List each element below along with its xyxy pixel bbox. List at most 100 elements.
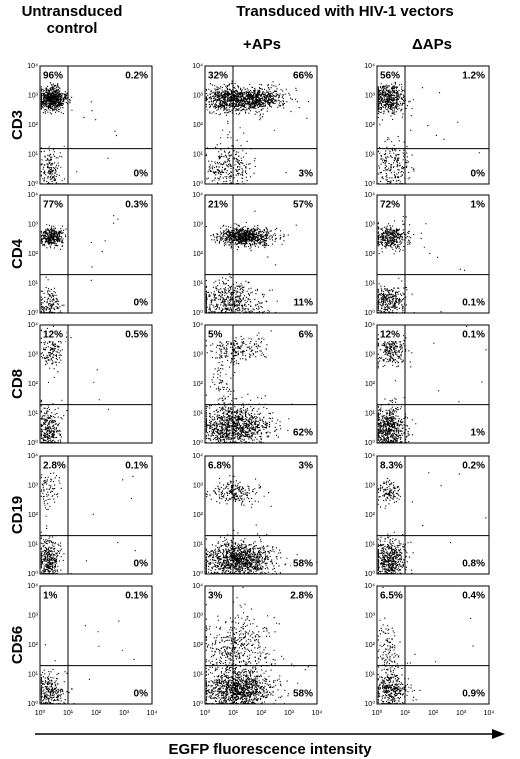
y-tick-label: 10⁰	[364, 180, 375, 188]
dot-cloud	[40, 80, 117, 185]
label-bg	[42, 199, 66, 211]
y-tick-label: 10⁴	[192, 192, 203, 199]
label-bg	[463, 558, 487, 570]
y-tick-label: 10²	[28, 642, 39, 649]
column-title: ΔAPs	[412, 36, 452, 53]
y-tick-label: 10³	[365, 92, 376, 99]
row-label: CD56	[9, 626, 26, 664]
y-tick-label: 10¹	[193, 151, 204, 158]
dot-cloud	[377, 216, 466, 314]
quadrant-percent: 3%	[299, 169, 314, 180]
quadrant-percent: 21%	[208, 200, 228, 211]
dot-cloud	[377, 586, 474, 705]
y-tick-label: 10⁴	[27, 322, 38, 329]
y-tick-label: 10³	[365, 351, 376, 358]
y-tick-label: 10²	[28, 122, 39, 129]
y-tick-label: 10²	[365, 251, 376, 258]
label-bg	[126, 558, 150, 570]
y-tick-label: 10⁰	[364, 309, 375, 317]
column-title: Untransduced	[22, 3, 123, 20]
dot-cloud	[377, 75, 480, 185]
y-tick-label: 10¹	[193, 280, 204, 287]
y-tick-label: 10²	[28, 512, 39, 519]
y-tick-label: 10⁰	[27, 439, 38, 447]
y-tick-label: 10⁰	[192, 180, 203, 188]
quadrant-percent: 6.8%	[208, 461, 231, 472]
y-tick-label: 10⁰	[364, 700, 375, 708]
plot-frame	[39, 455, 153, 575]
x-tick-label: 10²	[256, 710, 267, 717]
y-tick-label: 10⁴	[364, 583, 375, 590]
quadrant-percent: 32%	[208, 71, 228, 82]
plot-frame	[39, 65, 153, 185]
plot-frame	[204, 65, 318, 185]
y-tick-label: 10⁰	[364, 570, 375, 578]
label-bg	[42, 460, 66, 472]
x-tick-label: 10¹	[228, 710, 239, 717]
quadrant-percent: 2.8%	[290, 591, 313, 602]
quadrant-percent: 0.1%	[462, 298, 485, 309]
quadrant-percent: 1%	[43, 591, 58, 602]
y-tick-label: 10¹	[365, 671, 376, 678]
quadrant-percent: 57%	[293, 200, 313, 211]
y-tick-label: 10¹	[365, 151, 376, 158]
column-title: control	[47, 20, 98, 37]
y-tick-label: 10³	[28, 221, 39, 228]
y-tick-label: 10⁰	[27, 180, 38, 188]
quadrant-percent: 0.5%	[125, 330, 148, 341]
quadrant-percent: 5%	[208, 330, 223, 341]
y-tick-label: 10⁰	[192, 309, 203, 317]
y-tick-label: 10³	[193, 482, 204, 489]
x-tick-label: 10⁰	[35, 709, 46, 717]
y-tick-label: 10³	[28, 351, 39, 358]
quadrant-percent: 6%	[299, 330, 314, 341]
x-tick-label: 10⁰	[200, 709, 211, 717]
label-bg	[463, 688, 487, 700]
label-bg	[379, 70, 403, 82]
y-tick-label: 10⁰	[192, 570, 203, 578]
x-tick-label: 10³	[284, 710, 295, 717]
x-tick-label: 10¹	[63, 710, 74, 717]
quadrant-percent: 0.2%	[462, 461, 485, 472]
y-tick-label: 10¹	[28, 410, 39, 417]
arrow-head	[492, 729, 505, 739]
y-tick-label: 10²	[193, 122, 204, 129]
y-tick-label: 10³	[28, 92, 39, 99]
dot-cloud	[205, 586, 309, 705]
y-tick-label: 10⁴	[364, 453, 375, 460]
quadrant-percent: 0%	[134, 169, 149, 180]
row-label: CD8	[9, 369, 26, 399]
y-tick-label: 10⁴	[192, 583, 203, 590]
x-tick-label: 10³	[119, 710, 130, 717]
label-bg	[291, 558, 315, 570]
label-bg	[207, 199, 231, 211]
dot-cloud	[40, 325, 109, 444]
y-tick-label: 10⁰	[27, 309, 38, 317]
y-tick-label: 10¹	[365, 541, 376, 548]
y-tick-label: 10³	[28, 612, 39, 619]
quadrant-percent: 12%	[43, 330, 63, 341]
label-bg	[379, 329, 403, 341]
y-tick-label: 10⁴	[192, 322, 203, 329]
y-tick-label: 10³	[365, 482, 376, 489]
quadrant-percent: 2.8%	[43, 461, 66, 472]
y-tick-label: 10⁴	[192, 63, 203, 70]
x-tick-label: 10⁴	[147, 710, 158, 717]
y-tick-label: 10²	[365, 122, 376, 129]
quadrant-percent: 0.1%	[462, 330, 485, 341]
y-tick-label: 10²	[365, 381, 376, 388]
y-tick-label: 10¹	[28, 151, 39, 158]
y-tick-label: 10¹	[193, 541, 204, 548]
y-tick-label: 10³	[365, 612, 376, 619]
y-tick-label: 10¹	[193, 671, 204, 678]
quadrant-percent: 8.3%	[380, 461, 403, 472]
x-tick-label: 10²	[91, 710, 102, 717]
label-bg	[379, 590, 403, 602]
quadrant-percent: 1.2%	[462, 71, 485, 82]
label-bg	[207, 460, 231, 472]
y-tick-label: 10⁴	[364, 63, 375, 70]
quadrant-percent: 0.2%	[125, 71, 148, 82]
label-bg	[463, 168, 487, 180]
group-title: Transduced with HIV-1 vectors	[236, 3, 454, 20]
quadrant-percent: 0%	[471, 169, 486, 180]
